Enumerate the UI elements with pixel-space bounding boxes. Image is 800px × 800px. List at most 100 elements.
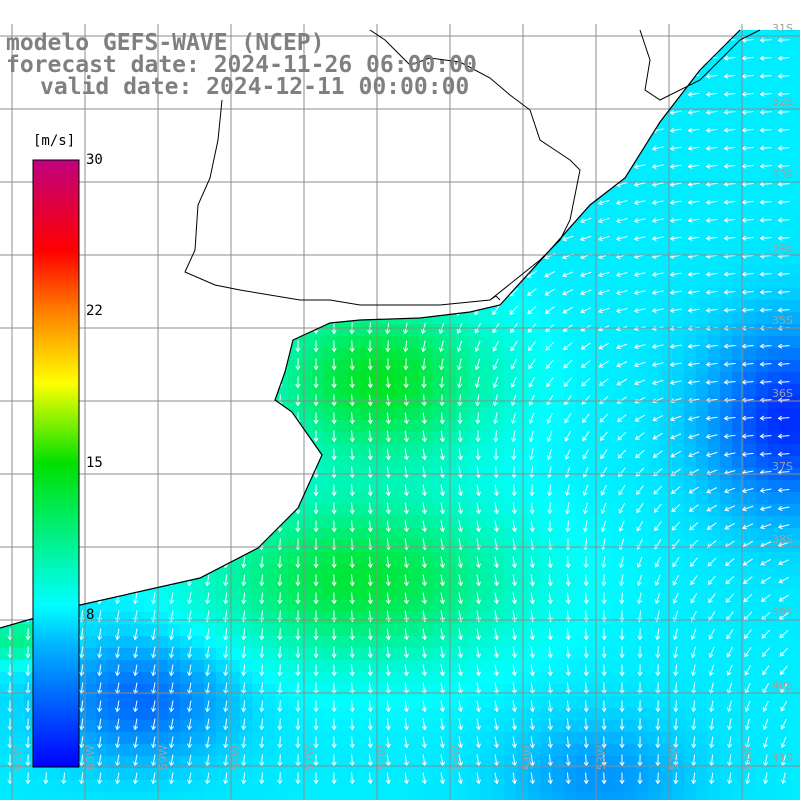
wind-cell [84,708,97,721]
wind-arrow [259,250,265,263]
wind-cell [540,168,553,181]
wind-cell [132,144,145,157]
wind-cell [108,300,121,313]
wind-cell [240,120,253,133]
wind-cell [600,696,613,709]
wind-arrow [79,124,85,137]
wind-cell [216,384,229,397]
wind-cell [504,660,517,673]
wind-cell [288,120,301,133]
wind-arrow [561,181,574,188]
wind-cell [756,396,769,409]
wind-cell [120,456,133,469]
wind-arrow [97,124,103,137]
wind-cell [588,672,601,685]
wind-cell [168,312,181,325]
wind-cell [12,792,25,800]
wind-cell [552,564,565,577]
wind-cell [408,672,421,685]
wind-cell [384,156,397,169]
wind-cell [648,168,661,181]
wind-cell [516,228,529,241]
wind-cell [360,528,373,541]
wind-cell [336,600,349,613]
wind-cell [360,588,373,601]
wind-cell [720,432,733,445]
wind-cell [456,708,469,721]
wind-cell [408,216,421,229]
wind-cell [0,312,13,325]
wind-cell [408,276,421,289]
wind-cell [84,228,97,241]
wind-cell [504,792,517,800]
wind-cell [120,636,133,649]
wind-cell [324,612,337,625]
wind-cell [660,48,673,61]
wind-cell [552,504,565,517]
wind-cell [552,732,565,745]
wind-cell [108,540,121,553]
wind-cell [792,732,800,745]
wind-arrow [490,127,502,134]
wind-cell [132,504,145,517]
wind-cell [636,624,649,637]
wind-cell [84,204,97,217]
wind-cell [108,444,121,457]
wind-cell [696,312,709,325]
wind-cell [624,684,637,697]
wind-cell [480,696,493,709]
wind-cell [468,768,481,781]
wind-cell [576,300,589,313]
wind-cell [504,324,517,337]
wind-cell [312,264,325,277]
wind-cell [720,564,733,577]
wind-cell [456,408,469,421]
wind-cell [348,780,361,793]
wind-cell [132,360,145,373]
wind-cell [780,660,793,673]
wind-cell [672,132,685,145]
wind-cell [144,204,157,217]
wind-arrow [187,250,193,263]
wind-cell [588,732,601,745]
wind-cell [360,540,373,553]
wind-cell [660,360,673,373]
wind-arrow [331,286,337,299]
wind-cell [660,30,673,37]
wind-cell [768,660,781,673]
wind-cell [252,396,265,409]
wind-cell [660,252,673,265]
wind-cell [144,588,157,601]
wind-cell [492,276,505,289]
wind-cell [360,660,373,673]
wind-cell [624,120,637,133]
wind-cell [372,336,385,349]
wind-cell [636,660,649,673]
wind-cell [216,252,229,265]
wind-cell [84,132,97,145]
wind-cell [180,132,193,145]
wind-cell [624,732,637,745]
wind-cell [588,420,601,433]
wind-cell [588,84,601,97]
wind-cell [660,456,673,469]
wind-cell [552,300,565,313]
wind-cell [612,36,625,49]
wind-cell [696,348,709,361]
wind-cell [504,516,517,529]
wind-cell [372,108,385,121]
wind-cell [324,732,337,745]
wind-cell [264,372,277,385]
wind-cell [456,372,469,385]
wind-cell [96,540,109,553]
wind-cell [96,288,109,301]
wind-cell [300,276,313,289]
wind-cell [420,30,433,37]
wind-cell [420,156,433,169]
wind-cell [12,108,25,121]
wind-cell [612,624,625,637]
wind-cell [336,324,349,337]
wind-cell [276,132,289,145]
wind-cell [540,612,553,625]
wind-cell [252,492,265,505]
